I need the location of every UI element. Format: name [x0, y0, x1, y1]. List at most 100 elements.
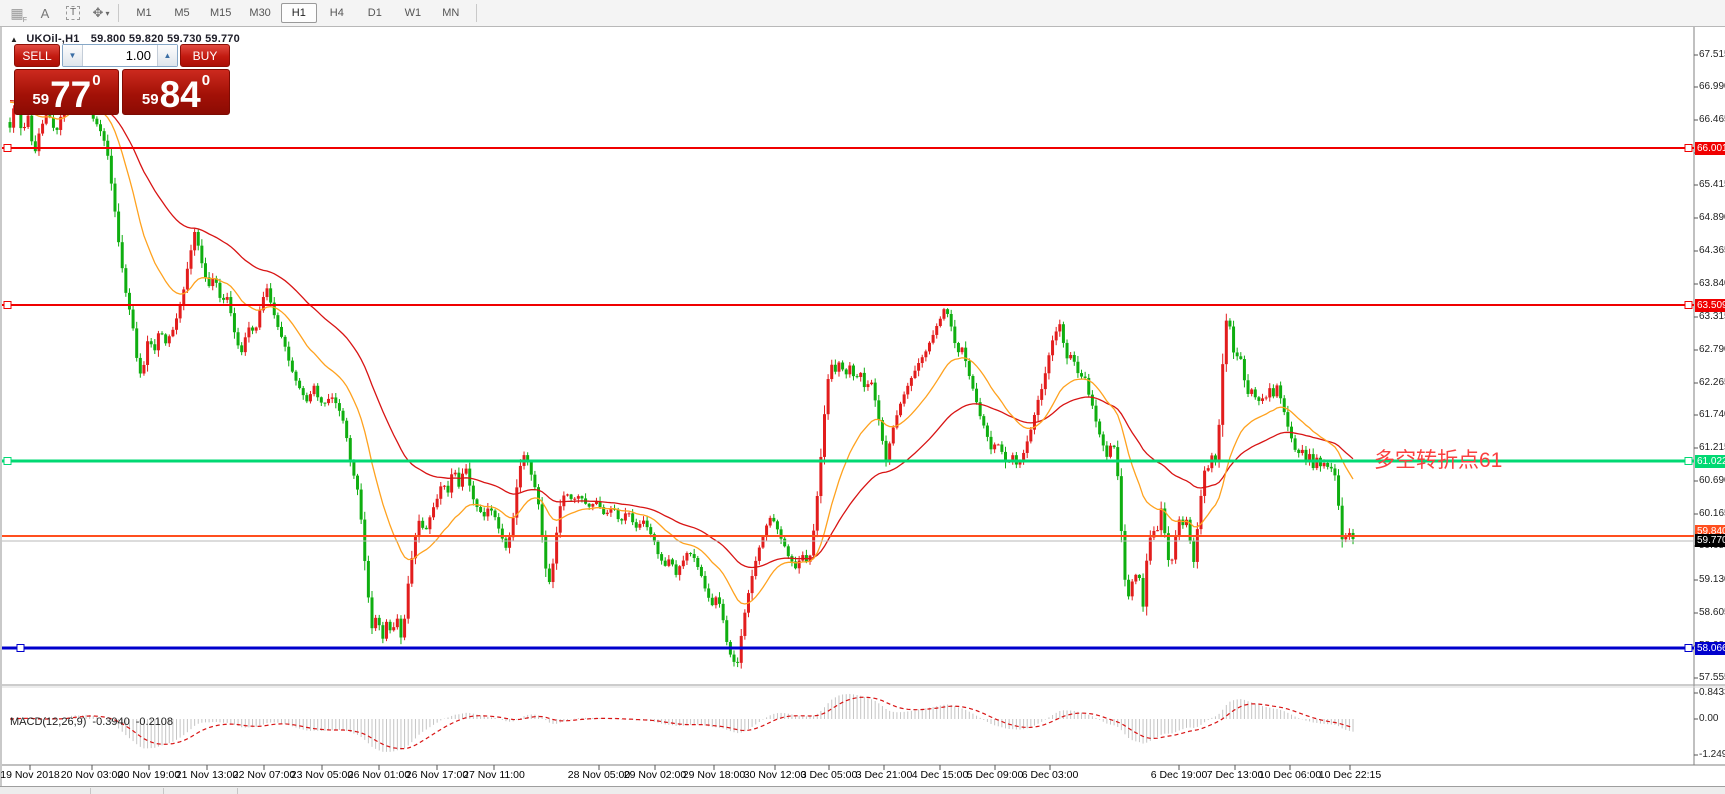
line-anchor-handle	[3, 457, 12, 465]
collapse-panel-icon[interactable]: ▲	[10, 35, 19, 44]
time-tick-label: 19 Nov 2018	[0, 769, 60, 781]
price-tick-label: 58.605	[1699, 607, 1725, 618]
current-price-label: 59.770	[1695, 534, 1725, 547]
symbol-name: UKOil-,H1	[26, 33, 80, 45]
indicator-grid-icon[interactable]: ▦ F	[10, 4, 27, 25]
price-tick-label: 64.365	[1699, 245, 1725, 256]
ask-point: 0	[201, 72, 211, 89]
price-tick-label: 66.990	[1699, 81, 1725, 92]
buy-button[interactable]: BUY	[180, 44, 230, 67]
price-tick-label: 63.840	[1699, 278, 1725, 289]
price-tick-label: 63.315	[1699, 311, 1725, 322]
time-tick-label: 27 Nov 11:00	[463, 769, 525, 781]
time-tick-label: 29 Nov 18:00	[682, 769, 746, 781]
time-tick-label: 10 Dec 22:15	[1318, 769, 1382, 781]
hline-price-label: 61.022	[1695, 455, 1725, 468]
price-tick-label: 62.790	[1699, 344, 1725, 355]
bid-pips: 77	[50, 74, 92, 115]
price-tick-label: 60.690	[1699, 475, 1725, 486]
text-box-icon[interactable]: T	[62, 3, 84, 23]
time-tick-label: 20 Nov 03:00	[60, 769, 124, 781]
text-label-icon[interactable]: A	[40, 5, 50, 21]
macd-tick-label: 0.8433	[1699, 687, 1725, 698]
chart-window[interactable]: ▲ UKOil-,H1 59.800 59.820 59.730 59.770 …	[0, 27, 1725, 794]
price-tick-label: 64.890	[1699, 212, 1725, 223]
toolbar-separator	[475, 4, 477, 22]
bottom-panel-strip	[0, 786, 1725, 794]
time-tick-label: 10 Dec 06:00	[1258, 769, 1322, 781]
ask-pips: 84	[159, 74, 201, 115]
timeframe-button-m5[interactable]: M5	[174, 7, 190, 19]
volume-decrease-button[interactable]: ▼	[63, 45, 83, 66]
chart-text-annotation: 多空转折点61	[1374, 449, 1503, 472]
line-anchor-handle	[1684, 144, 1693, 152]
time-tick-label: 20 Nov 19:00	[117, 769, 181, 781]
chevron-down-icon[interactable]: ▾	[105, 8, 110, 18]
ask-price-button[interactable]: 59 84 0	[122, 69, 230, 115]
price-tick-label: 57.555	[1699, 672, 1725, 683]
time-tick-label: 21 Nov 13:00	[175, 769, 239, 781]
panel-separator	[163, 788, 164, 794]
time-tick-label: 7 Dec 13:00	[1206, 769, 1264, 781]
panel-separator	[237, 788, 238, 794]
price-tick-label: 66.465	[1699, 114, 1725, 125]
ohlc-quotes: 59.800 59.820 59.730 59.770	[90, 33, 240, 45]
price-tick-label: 61.215	[1699, 442, 1725, 453]
ma-slow-line	[9, 99, 1354, 569]
panel-separator	[90, 788, 91, 794]
time-tick-label: 28 Nov 05:00	[567, 769, 631, 781]
bid-point: 0	[92, 72, 101, 89]
time-tick-label: 29 Nov 02:00	[623, 769, 687, 781]
hline-price-label: 66.001	[1695, 142, 1725, 155]
chart-canvas[interactable]	[2, 27, 1725, 794]
time-tick-label: 26 Nov 17:00	[405, 769, 469, 781]
timeframe-button-m1[interactable]: M1	[136, 7, 152, 19]
line-anchor-handle	[1684, 301, 1693, 309]
timeframe-button-mn[interactable]: MN	[442, 7, 460, 19]
chart-title-bar: ▲ UKOil-,H1 59.800 59.820 59.730 59.770	[10, 33, 240, 45]
hline-price-label: 63.509	[1695, 299, 1725, 312]
timeframe-button-m15[interactable]: M15	[210, 7, 232, 19]
price-tick-label: 60.165	[1699, 508, 1725, 519]
price-tick-label: 67.515	[1699, 49, 1725, 60]
macd-tick-label: 0.00	[1699, 713, 1719, 724]
price-tick-label: 61.740	[1699, 409, 1725, 420]
bid-integer: 59	[32, 91, 50, 108]
macd-indicator-label: MACD(12,26,9) -0.3940 -0.2108	[10, 716, 179, 728]
bid-price-button[interactable]: 59 77 0	[14, 69, 120, 115]
sell-button[interactable]: SELL	[14, 44, 60, 67]
timeframe-button-group: M1 M5 M15 M30 H1 H4 D1 W1 MN	[125, 3, 470, 23]
timeframe-button-d1[interactable]: D1	[367, 7, 382, 19]
line-anchor-handle	[1684, 644, 1693, 652]
price-tick-label: 65.415	[1699, 179, 1725, 190]
cursor-mode-icon[interactable]: ✥ ▾	[92, 5, 110, 20]
time-tick-label: 6 Dec 19:00	[1150, 769, 1208, 781]
timeframe-button-m30[interactable]: M30	[249, 7, 271, 19]
timeframe-button-h1[interactable]: H1	[280, 3, 317, 23]
volume-input[interactable]	[83, 45, 157, 66]
timeframe-button-h4[interactable]: H4	[329, 7, 344, 19]
volume-increase-button[interactable]: ▲	[157, 45, 177, 66]
macd-layer	[13, 693, 1354, 752]
grid-icon-sub: F	[22, 17, 27, 24]
hline-price-label: 58.066	[1695, 642, 1725, 655]
macd-main-value: -0.3940	[92, 716, 130, 728]
t-glyph: T	[65, 6, 81, 20]
line-anchor-handle	[3, 144, 12, 152]
line-anchor-handle	[1684, 457, 1693, 465]
chart-toolbar: ▦ F A T ✥ ▾ M1 M5 M15 M30 H1 H4 D1 W1 MN	[0, 0, 1725, 27]
price-tick-label: 62.265	[1699, 377, 1725, 388]
one-click-trading-panel: SELL ▼ ▲ BUY 59 77 0 59 84 0	[14, 44, 230, 115]
macd-signal-line	[9, 696, 1354, 750]
ask-integer: 59	[141, 91, 159, 108]
macd-signal-value: -0.2108	[135, 716, 174, 728]
line-anchor-handle	[3, 301, 12, 309]
price-tick-label: 59.130	[1699, 574, 1725, 585]
time-tick-label: 22 Nov 07:00	[232, 769, 296, 781]
macd-name: MACD(12,26,9)	[10, 716, 87, 728]
line-anchor-handle	[16, 644, 25, 652]
timeframe-button-w1[interactable]: W1	[404, 7, 422, 19]
time-tick-label: 26 Nov 01:00	[347, 769, 411, 781]
volume-stepper: ▼ ▲	[62, 44, 178, 67]
